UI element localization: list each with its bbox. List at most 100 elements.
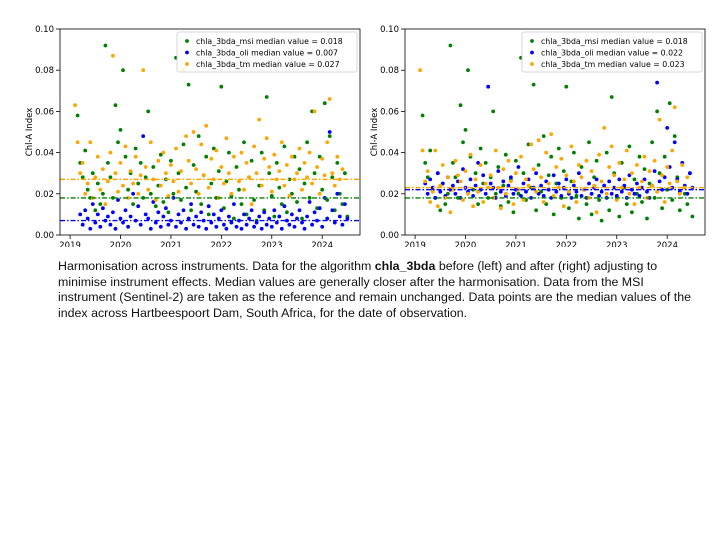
left-data-point: [254, 220, 259, 225]
left-x-tick-label: 2019: [59, 241, 81, 247]
left-data-point: [209, 156, 214, 161]
left-data-point: [252, 198, 256, 202]
right-data-point: [682, 191, 687, 196]
left-data-point: [274, 177, 279, 182]
left-data-point: [239, 150, 244, 155]
left-legend-marker: [185, 62, 189, 66]
right-x-tick-label: 2020: [455, 241, 477, 247]
left-data-point: [279, 202, 284, 207]
left-data-point: [181, 142, 186, 147]
right-data-point: [418, 68, 422, 73]
left-data-point: [169, 158, 173, 163]
right-data-point: [501, 183, 506, 188]
right-data-point: [677, 191, 682, 196]
left-data-point: [209, 220, 214, 225]
left-data-point: [153, 198, 158, 202]
left-data-point: [103, 43, 108, 48]
right-data-point: [587, 181, 591, 186]
right-data-point: [592, 175, 596, 180]
right-data-point: [468, 152, 473, 157]
right-data-point: [677, 208, 682, 213]
left-data-point: [252, 144, 256, 149]
right-y-tick-label: 0.04: [380, 149, 399, 159]
right-data-point: [589, 212, 594, 217]
left-data-point: [307, 200, 312, 204]
right-data-point: [682, 185, 687, 190]
left-data-point: [224, 226, 229, 231]
left-data-point: [184, 185, 189, 190]
left-data-point: [327, 134, 332, 138]
right-data-point: [456, 179, 460, 184]
right-data-point: [478, 146, 483, 151]
right-data-point: [506, 200, 511, 204]
left-data-point: [222, 181, 226, 186]
left-data-point: [93, 208, 98, 213]
left-legend-label: chla_3bda_msi median value = 0.018: [196, 37, 343, 46]
left-series-2: [73, 53, 345, 207]
left-data-point: [227, 150, 231, 155]
right-data-point: [503, 152, 508, 157]
right-data-point: [652, 169, 657, 174]
right-data-point: [516, 165, 521, 169]
left-data-point: [297, 146, 302, 151]
right-legend-marker: [530, 39, 534, 43]
right-data-point: [587, 196, 591, 200]
right-data-point: [526, 142, 531, 147]
right-data-point: [486, 84, 491, 89]
right-data-point: [587, 140, 591, 145]
left-data-point: [244, 212, 249, 217]
left-data-point: [264, 136, 269, 141]
left-data-point: [169, 218, 173, 223]
right-data-point: [599, 179, 604, 184]
right-data-point: [614, 198, 619, 202]
chart-before-harmonisation: 0.00 0.02 0.04 0.06 0.08 0.10 2019 2020 2021 2022…: [25, 25, 361, 247]
right-data-point: [493, 191, 498, 196]
right-data-point: [514, 158, 518, 163]
right-data-point: [438, 208, 443, 213]
left-data-point: [191, 163, 196, 167]
left-data-point: [196, 224, 201, 229]
right-data-point: [685, 175, 690, 180]
right-data-point: [458, 179, 463, 184]
left-data-point: [184, 134, 189, 138]
right-data-point: [647, 181, 652, 186]
left-data-point: [194, 189, 199, 194]
left-data-point: [234, 165, 239, 169]
right-data-point: [471, 204, 475, 209]
right-data-point: [443, 196, 448, 200]
right-x-tick-label: 2019: [404, 241, 426, 247]
left-data-point: [189, 181, 194, 186]
left-data-point: [158, 183, 163, 188]
right-data-point: [541, 200, 546, 204]
right-data-point: [650, 140, 654, 145]
left-data-point: [138, 161, 143, 165]
left-data-point: [317, 206, 322, 211]
left-data-point: [138, 173, 143, 178]
right-data-point: [428, 148, 433, 153]
right-data-point: [607, 208, 612, 213]
left-data-point: [279, 226, 284, 231]
right-x-tick-label: 2024: [656, 241, 678, 247]
right-data-point: [544, 150, 549, 155]
right-data-point: [531, 82, 536, 87]
right-data-point: [501, 179, 506, 184]
left-data-point: [116, 189, 120, 194]
left-data-point: [83, 191, 88, 196]
left-data-point: [118, 161, 123, 165]
right-data-point: [567, 206, 571, 211]
right-data-point: [614, 194, 619, 198]
left-series-0: [75, 43, 350, 223]
right-data-point: [546, 173, 551, 178]
right-data-point: [536, 191, 541, 196]
left-legend-label: chla_3bda_oli median value = 0.007: [196, 49, 338, 58]
right-data-point: [685, 202, 690, 207]
right-data-point: [584, 158, 589, 163]
right-data-point: [632, 191, 637, 196]
left-y-tick-label: 0.10: [35, 25, 54, 35]
right-x-tick-label: 2023: [606, 241, 628, 247]
right-data-point: [496, 169, 501, 174]
left-data-point: [179, 198, 183, 202]
left-legend-marker: [185, 50, 189, 55]
left-data-point: [199, 142, 204, 147]
right-data-point: [559, 194, 564, 198]
